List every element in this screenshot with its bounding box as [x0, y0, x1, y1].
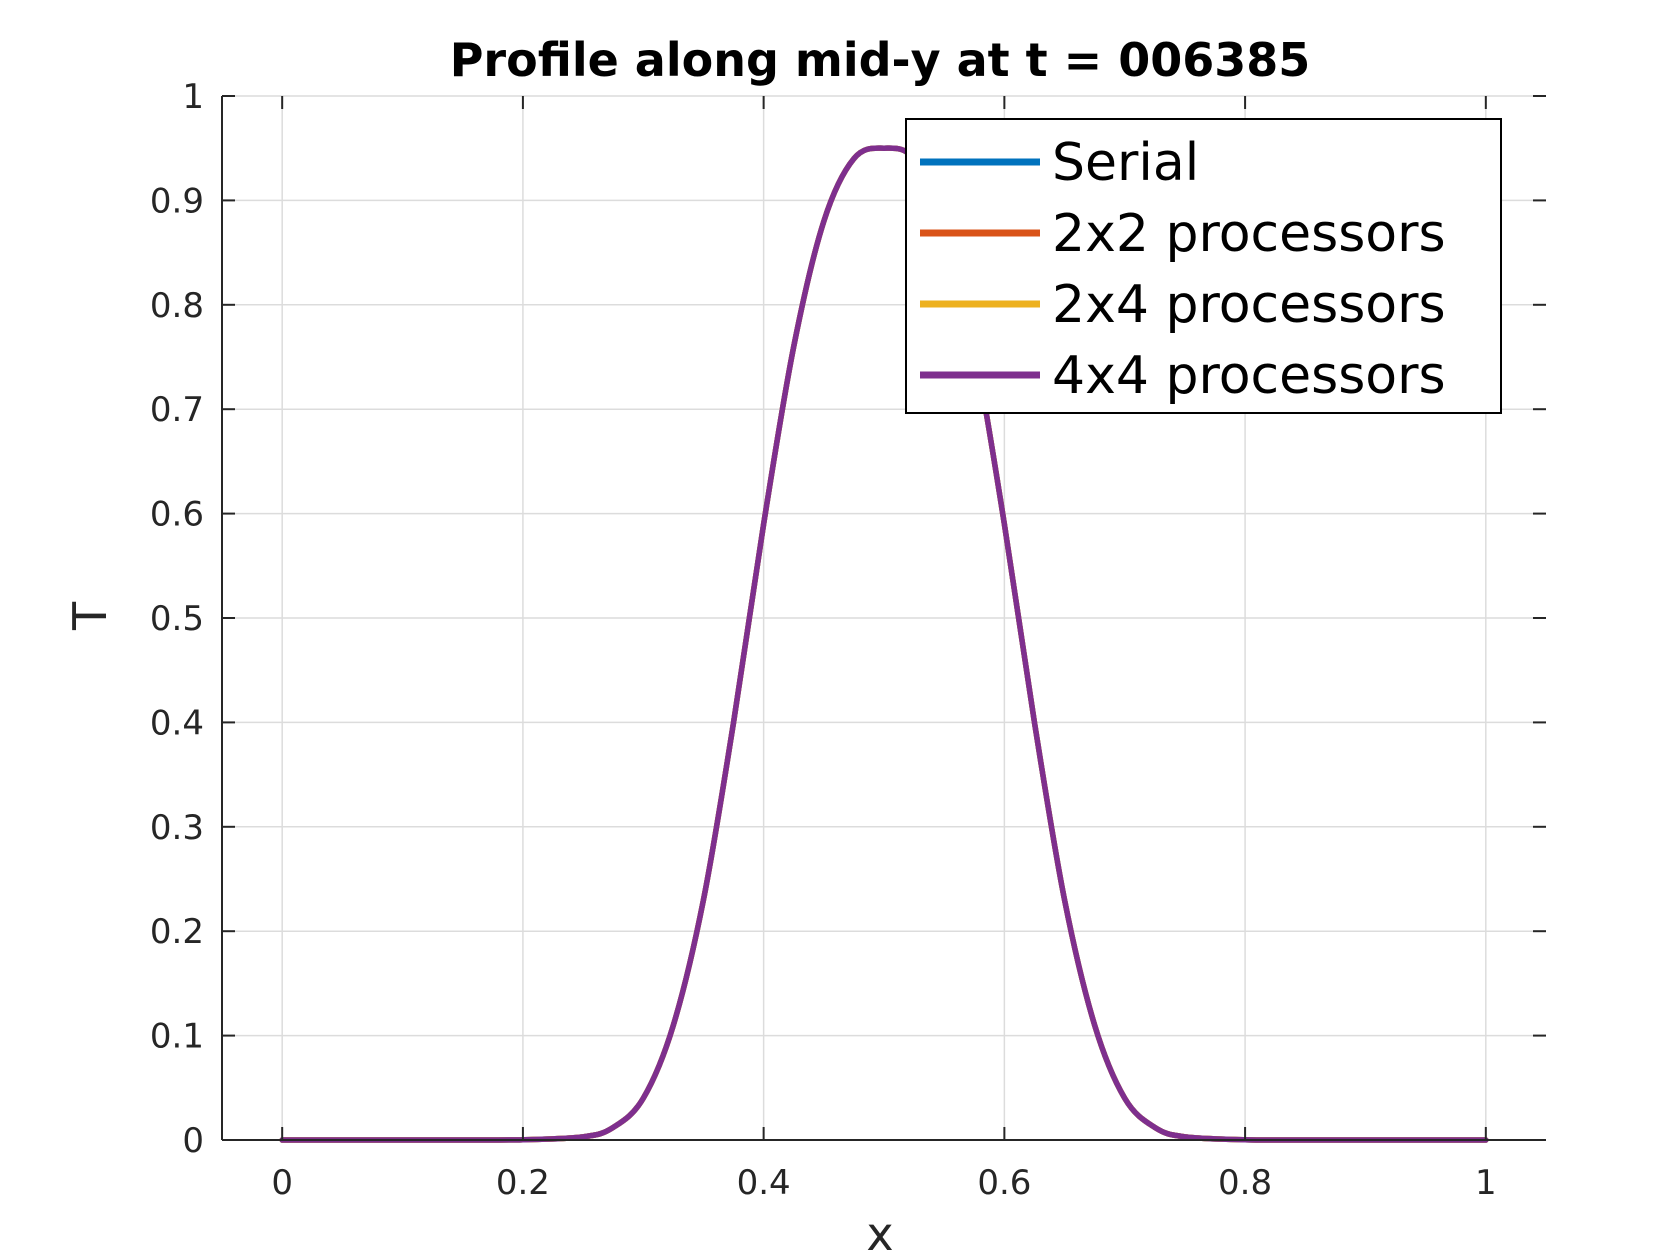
y-tick-label: 0.9 — [150, 181, 204, 221]
x-tick-label: 0.8 — [1218, 1163, 1272, 1203]
y-tick-label: 0.6 — [150, 495, 204, 535]
y-tick-label: 0.7 — [150, 390, 204, 430]
grid — [222, 95, 1546, 1141]
y-tick-label: 0.5 — [150, 599, 204, 639]
y-tick-label: 0.3 — [150, 808, 204, 848]
y-tick-label: 0.1 — [150, 1017, 204, 1057]
y-tick-label: 0.4 — [150, 703, 204, 743]
chart-title: Profile along mid-y at t = 006385 — [450, 33, 1311, 87]
x-tick-label: 1 — [1475, 1163, 1497, 1203]
x-tick-label: 0.2 — [496, 1163, 550, 1203]
y-tick-label: 0.2 — [150, 912, 204, 952]
legend-label-4x4-processors: 4x4 processors — [1052, 346, 1446, 406]
legend: Serial 2x2 processors 2x4 processors 4x4 pr… — [905, 118, 1502, 414]
axes — [221, 95, 1546, 1141]
y-tick-label: 0.8 — [150, 286, 204, 326]
x-tick-label: 0.4 — [737, 1163, 791, 1203]
legend-label-serial: Serial — [1052, 133, 1199, 193]
x-tick-label: 0 — [271, 1163, 293, 1203]
legend-label-2x4-processors: 2x4 processors — [1052, 275, 1446, 335]
legend-box — [905, 118, 1502, 414]
y-tick-label: 0 — [182, 1121, 204, 1161]
x-axis-label: x — [866, 1207, 893, 1260]
y-axis-label: T — [63, 601, 117, 631]
y-tick-label: 1 — [182, 77, 204, 117]
series-line-4x4-processors — [279, 145, 1489, 1143]
x-tick-label: 0.6 — [977, 1163, 1031, 1203]
series-lines — [279, 145, 1489, 1143]
legend-label-2x2-processors: 2x2 processors — [1052, 204, 1446, 264]
tick-labels: 0 0.2 0.4 0.6 0.8 1 0 0.1 0.2 0.3 0.4 0.5 0.6 0.7 0.8 0… — [150, 77, 1497, 1203]
